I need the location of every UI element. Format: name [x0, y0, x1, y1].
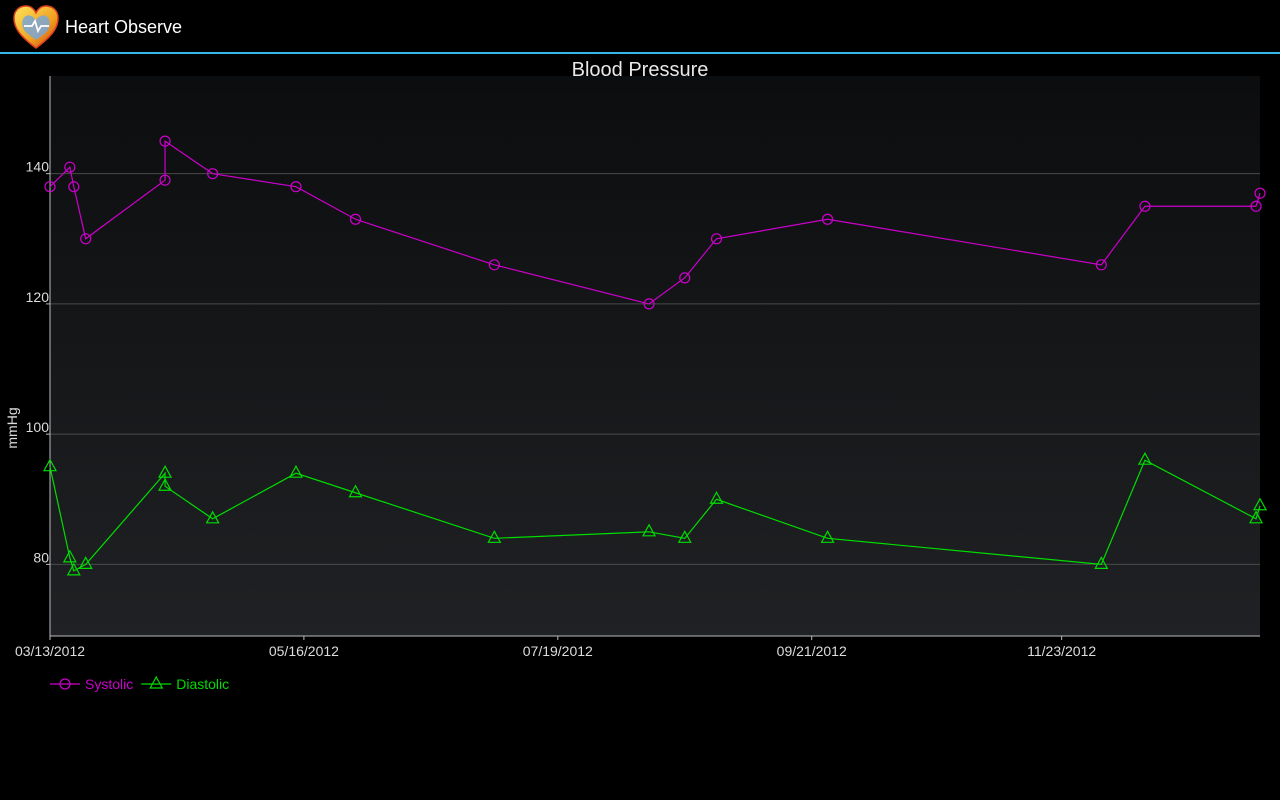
heart-logo-icon[interactable] — [12, 4, 60, 52]
diastolic-point-12 — [709, 491, 724, 504]
diastolic-point-17 — [1252, 497, 1268, 511]
diastolic-point-16 — [1249, 510, 1264, 524]
diastolic-point-5 — [158, 477, 173, 491]
diastolic-point-8 — [348, 484, 363, 498]
systolic-point-9 — [488, 259, 500, 271]
y-tick-label-100: 100 — [26, 419, 50, 435]
plot-area — [50, 76, 1260, 636]
diastolic-point-2 — [66, 562, 81, 576]
diastolic-point-4 — [158, 464, 173, 478]
systolic-point-12 — [710, 233, 723, 245]
series-line-diastolic — [49, 459, 1261, 572]
x-tick-label-2: 07/19/2012 — [523, 643, 593, 659]
legend-marker-diastolic — [149, 675, 164, 689]
diastolic-point-7 — [288, 464, 303, 478]
diastolic-point-9 — [487, 530, 502, 543]
y-axis-ticks: 80 100 120 140 — [26, 159, 50, 565]
x-axis-ticks: 03/13/2012 05/16/2012 07/19/2012 09/21/2012… — [15, 636, 1096, 659]
app-title: Heart Observe — [65, 17, 183, 37]
systolic-point-15 — [1139, 200, 1151, 212]
x-tick-label-0: 03/13/2012 — [15, 643, 85, 659]
diastolic-point-13 — [820, 530, 835, 543]
systolic-point-10 — [643, 298, 655, 310]
x-tick-label-4: 11/23/2012 — [1027, 643, 1096, 659]
legend-marker-systolic — [59, 678, 71, 690]
systolic-point-2 — [68, 181, 80, 193]
legend-label-systolic: Systolic — [85, 676, 133, 692]
series-line-systolic — [49, 139, 1261, 305]
systolic-point-4 — [159, 174, 171, 186]
action-bar: Heart Observe — [0, 0, 1280, 54]
diastolic-point-0 — [42, 458, 58, 472]
y-tick-label-80: 80 — [33, 549, 49, 565]
series-layer — [42, 135, 1268, 576]
systolic-point-14 — [1095, 259, 1107, 271]
systolic-point-13 — [821, 213, 834, 225]
systolic-point-11 — [679, 272, 691, 284]
systolic-point-17 — [1254, 187, 1266, 199]
diastolic-point-14 — [1094, 556, 1109, 569]
systolic-point-5 — [159, 135, 171, 147]
y-tick-label-140: 140 — [26, 159, 50, 175]
diastolic-point-1 — [62, 549, 77, 563]
diastolic-point-6 — [205, 510, 220, 524]
diastolic-point-15 — [1137, 451, 1152, 465]
systolic-point-0 — [44, 181, 56, 193]
axes — [49, 76, 1260, 637]
diastolic-point-11 — [677, 530, 692, 543]
diastolic-point-3 — [78, 556, 93, 569]
y-axis-label: mmHg — [4, 407, 20, 448]
systolic-point-6 — [207, 168, 219, 180]
series-diastolic — [42, 451, 1268, 576]
legend: Systolic Diastolic — [50, 675, 229, 692]
systolic-point-16 — [1250, 200, 1262, 212]
legend-label-diastolic: Diastolic — [176, 676, 229, 692]
systolic-point-7 — [290, 181, 302, 193]
systolic-point-8 — [349, 213, 362, 225]
chart-title: Blood Pressure — [572, 59, 709, 81]
diastolic-point-10 — [642, 523, 657, 537]
systolic-point-3 — [80, 233, 92, 245]
systolic-point-1 — [64, 161, 76, 173]
y-tick-label-120: 120 — [26, 289, 50, 305]
series-systolic — [44, 135, 1266, 310]
x-tick-label-1: 05/16/2012 — [269, 643, 339, 659]
x-tick-label-3: 09/21/2012 — [777, 643, 847, 659]
grid-lines — [50, 173, 1260, 565]
